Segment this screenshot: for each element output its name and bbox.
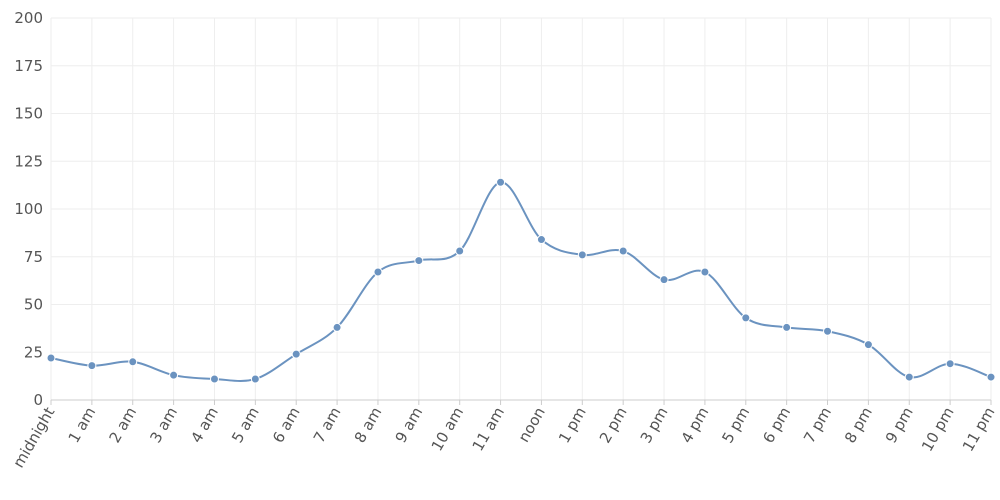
data-point bbox=[659, 275, 669, 285]
data-point bbox=[414, 256, 424, 266]
x-tick-label: 6 pm bbox=[759, 404, 794, 446]
data-point bbox=[496, 177, 506, 187]
data-point bbox=[373, 267, 383, 277]
data-point bbox=[741, 313, 751, 323]
x-tick-label: 7 am bbox=[310, 404, 345, 446]
x-tick-label: noon bbox=[515, 404, 549, 445]
x-tick-label: 3 pm bbox=[637, 404, 672, 446]
y-tick-label: 0 bbox=[33, 391, 43, 409]
x-tick-group: 2 pm bbox=[596, 404, 631, 446]
y-tick-label: 25 bbox=[24, 343, 43, 361]
x-tick-label: 5 pm bbox=[718, 404, 753, 446]
x-tick-label: 4 pm bbox=[678, 404, 713, 446]
data-point bbox=[209, 374, 219, 384]
x-tick-label: 9 pm bbox=[882, 404, 917, 446]
x-tick-group: 11 am bbox=[469, 404, 508, 454]
x-tick-label: 2 am bbox=[106, 404, 141, 446]
x-tick-group: 6 pm bbox=[759, 404, 794, 446]
x-tick-group: 6 am bbox=[269, 404, 304, 446]
y-tick-label: 200 bbox=[14, 9, 43, 27]
x-tick-group: 10 am bbox=[428, 404, 467, 454]
x-tick-group: 7 pm bbox=[800, 404, 835, 446]
data-point bbox=[577, 250, 587, 260]
y-axis-ticks: 0 25 50 75 100 125 150 175 200 bbox=[14, 9, 43, 409]
x-tick-group: 5 am bbox=[228, 404, 263, 446]
x-tick-group: noon bbox=[515, 404, 549, 445]
x-tick-label: 9 am bbox=[392, 404, 427, 446]
x-tick-label: midnight bbox=[9, 404, 58, 471]
data-point bbox=[332, 322, 342, 332]
data-point bbox=[46, 353, 56, 363]
x-tick-label: 3 am bbox=[146, 404, 181, 446]
x-tick-group: 2 am bbox=[106, 404, 141, 446]
data-point bbox=[250, 374, 260, 384]
data-point bbox=[536, 235, 546, 245]
x-tick-group: 1 am bbox=[65, 404, 100, 446]
x-tick-label: 5 am bbox=[228, 404, 263, 446]
x-tick-label: 1 am bbox=[65, 404, 100, 446]
data-point bbox=[455, 246, 465, 256]
x-tick-group: 10 pm bbox=[918, 404, 958, 455]
x-tick-group: 5 pm bbox=[718, 404, 753, 446]
x-tick-group: 3 pm bbox=[637, 404, 672, 446]
series bbox=[46, 177, 996, 384]
x-tick-label: 10 am bbox=[428, 404, 467, 454]
data-point bbox=[986, 372, 996, 382]
y-tick-label: 175 bbox=[14, 57, 43, 75]
x-tick-label: 1 pm bbox=[555, 404, 590, 446]
x-tick-label: 10 pm bbox=[918, 404, 958, 455]
grid bbox=[50, 17, 992, 400]
x-tick-group: 8 am bbox=[351, 404, 386, 446]
x-tick-group: 11 pm bbox=[959, 404, 999, 455]
x-tick-group: 4 pm bbox=[678, 404, 713, 446]
x-tick-label: 4 am bbox=[187, 404, 222, 446]
x-tick-label: 6 am bbox=[269, 404, 304, 446]
x-tick-label: 8 pm bbox=[841, 404, 876, 446]
y-tick-label: 50 bbox=[24, 296, 43, 314]
x-tick-label: 2 pm bbox=[596, 404, 631, 446]
x-tick-group: midnight bbox=[9, 404, 58, 471]
y-tick-label: 75 bbox=[24, 248, 43, 266]
x-tick-label: 8 am bbox=[351, 404, 386, 446]
y-tick-label: 100 bbox=[14, 200, 43, 218]
x-tick-group: 3 am bbox=[146, 404, 181, 446]
data-point bbox=[945, 359, 955, 369]
x-tick-group: 8 pm bbox=[841, 404, 876, 446]
data-point bbox=[782, 322, 792, 332]
x-tick-group: 7 am bbox=[310, 404, 345, 446]
x-tick-group: 1 pm bbox=[555, 404, 590, 446]
data-point bbox=[823, 326, 833, 336]
data-point bbox=[128, 357, 138, 367]
x-tick-label: 11 pm bbox=[959, 404, 999, 455]
data-point bbox=[904, 372, 914, 382]
data-point bbox=[863, 340, 873, 350]
x-tick-label: 11 am bbox=[469, 404, 508, 454]
x-tick-label: 7 pm bbox=[800, 404, 835, 446]
y-tick-label: 150 bbox=[14, 105, 43, 123]
data-point bbox=[169, 370, 179, 380]
data-point bbox=[291, 349, 301, 359]
data-point bbox=[618, 246, 628, 256]
series-line bbox=[50, 181, 992, 382]
x-tick-group: 4 am bbox=[187, 404, 222, 446]
y-tick-label: 125 bbox=[14, 152, 43, 170]
x-tick-group: 9 pm bbox=[882, 404, 917, 446]
data-point bbox=[87, 361, 97, 371]
x-axis-ticks: midnight 1 am 2 am 3 am 4 am 5 am 6 am 7 am 8 am… bbox=[9, 400, 998, 471]
data-point bbox=[700, 267, 710, 277]
x-tick-group: 9 am bbox=[392, 404, 427, 446]
